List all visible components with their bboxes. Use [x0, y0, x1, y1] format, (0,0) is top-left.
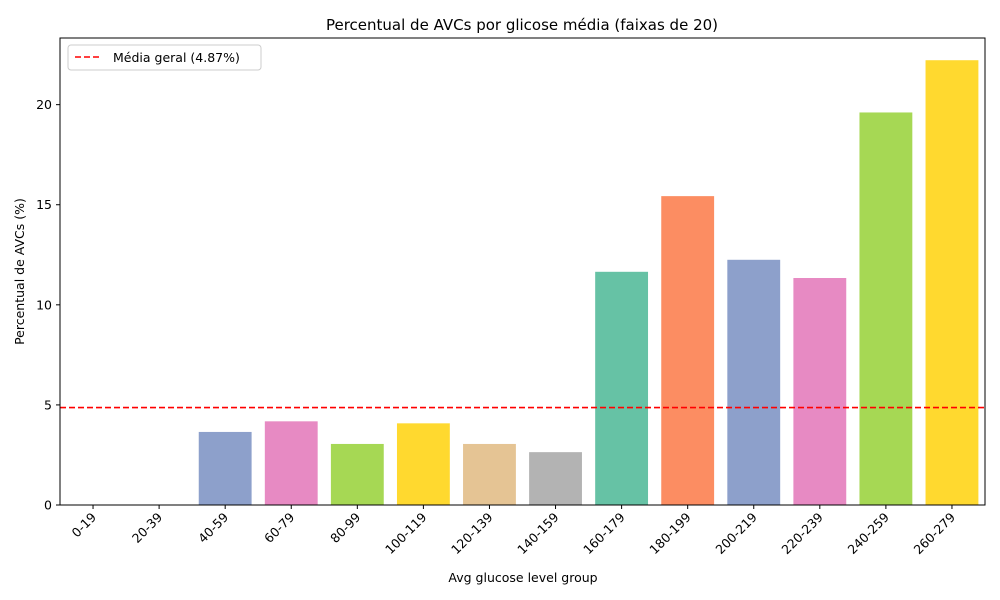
x-tick-label: 240-259 — [844, 509, 892, 557]
chart-title: Percentual de AVCs por glicose média (fa… — [326, 16, 718, 34]
x-tick-label: 100-119 — [382, 509, 430, 557]
legend-label: Média geral (4.87%) — [113, 50, 240, 65]
y-tick-label: 15 — [36, 197, 52, 212]
x-tick-label: 200-219 — [712, 509, 760, 557]
bar-200-219 — [727, 259, 781, 505]
bar-260-279 — [925, 60, 979, 506]
bar-40-59 — [198, 431, 252, 505]
x-tick-label: 0-19 — [68, 509, 99, 540]
bar-60-79 — [264, 421, 318, 505]
x-tick-label: 80-99 — [327, 509, 363, 545]
bar-180-199 — [661, 196, 715, 506]
y-tick-label: 5 — [44, 397, 52, 412]
y-tick-label: 0 — [44, 498, 52, 513]
bars-group — [198, 60, 979, 506]
x-tick-label: 220-239 — [778, 509, 826, 557]
x-tick-label: 120-139 — [448, 509, 496, 557]
x-tick-label: 160-179 — [580, 509, 628, 557]
bar-160-179 — [595, 271, 649, 505]
x-tick-label: 20-39 — [129, 509, 165, 545]
plot-frame — [59, 37, 986, 506]
legend: Média geral (4.87%) — [67, 44, 262, 71]
bar-220-239 — [793, 278, 847, 505]
y-tick-label: 20 — [36, 97, 52, 112]
y-axis-label: Percentual de AVCs (%) — [12, 198, 27, 345]
bar-120-139 — [463, 443, 516, 505]
x-tick-label: 260-279 — [911, 509, 959, 557]
x-tick-label: 40-59 — [195, 509, 231, 545]
bar-140-159 — [529, 452, 582, 505]
y-tick-label: 10 — [36, 297, 52, 312]
legend-box — [67, 44, 262, 71]
x-axis-label: Avg glucose level group — [448, 570, 597, 585]
x-tick-label: 60-79 — [261, 509, 297, 545]
x-tick-label: 140-159 — [514, 509, 562, 557]
bar-100-119 — [396, 423, 450, 505]
bar-240-259 — [859, 112, 913, 506]
y-axis: 0 5 10 15 20 — [36, 97, 60, 513]
bar-80-99 — [330, 443, 384, 505]
x-axis: 0-19 20-39 40-59 60-79 80-99 100-119 120-139 14… — [68, 505, 958, 557]
x-tick-label: 180-199 — [646, 509, 694, 557]
